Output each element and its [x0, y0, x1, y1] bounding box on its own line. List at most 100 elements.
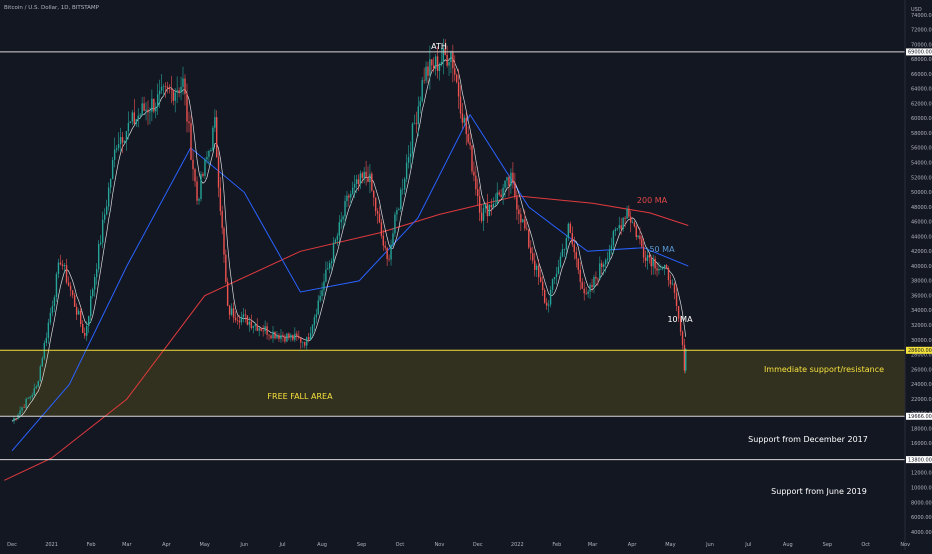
price-axis[interactable]: 74000.00 72000.00 70000.00 68000.00 66000.00… [906, 13, 932, 536]
time-axis[interactable]: Dec 2021 Feb Mar Apr May Jun Jul Aug Sep Oct Nov Dec… [7, 542, 910, 548]
candle [502, 183, 504, 205]
candle [294, 327, 296, 343]
price-tick-label: 64000.00 [911, 87, 932, 93]
candle [567, 222, 570, 241]
annotation-200-ma: 200 MA [637, 196, 668, 205]
candle [455, 73, 458, 84]
price-level-badge: 19666.00 [906, 412, 932, 420]
candle [434, 54, 437, 76]
candle [105, 199, 108, 216]
candle [252, 325, 254, 334]
candle [84, 327, 86, 339]
moving-average-50-ma [11, 113, 689, 452]
candle [380, 219, 383, 239]
candle [300, 336, 302, 349]
candle [402, 178, 404, 195]
time-tick-label: May [200, 542, 210, 548]
candle [45, 332, 48, 347]
candle [630, 211, 632, 233]
candle [90, 289, 92, 323]
candle [400, 187, 402, 213]
candle [663, 264, 666, 276]
candle [473, 161, 475, 182]
candle [49, 307, 52, 326]
candle [463, 114, 466, 126]
price-level-badge: 28600.00 [906, 346, 932, 354]
candle [309, 326, 312, 341]
time-tick-label: Sep [357, 542, 366, 548]
candle [164, 82, 167, 98]
candle [614, 226, 617, 236]
candle [541, 275, 544, 297]
candle [446, 45, 448, 68]
candle [338, 215, 340, 244]
candle [512, 162, 514, 189]
candle [683, 338, 686, 374]
candle [145, 102, 147, 121]
candle [288, 332, 290, 341]
candle [565, 235, 568, 259]
candle [500, 189, 502, 198]
svg-text:13800.00: 13800.00 [908, 457, 932, 463]
price-tick-label: 34000.00 [911, 308, 932, 314]
candle [137, 108, 139, 128]
candle [59, 254, 62, 266]
candle [206, 150, 208, 164]
candle [538, 259, 540, 285]
candle [673, 282, 676, 300]
candle [47, 318, 50, 344]
candle [57, 258, 60, 279]
price-tick-label: 32000.00 [911, 323, 932, 329]
candle [234, 311, 237, 323]
candle [367, 166, 369, 183]
candle [266, 322, 268, 340]
candle [350, 190, 352, 206]
candle [448, 58, 450, 76]
candle [633, 220, 636, 228]
candle [346, 191, 348, 208]
candle [238, 315, 241, 329]
candle [139, 113, 141, 120]
candle [278, 333, 280, 342]
candle [182, 66, 184, 95]
candle [129, 121, 132, 124]
candle [103, 208, 106, 224]
candle [475, 166, 477, 196]
candle [524, 209, 526, 232]
candle [660, 264, 662, 270]
candle [429, 45, 431, 90]
candle [438, 62, 441, 81]
annotation-support-2017: Support from December 2017 [748, 435, 868, 444]
candle [73, 292, 76, 307]
candle [559, 252, 562, 269]
candle [610, 237, 613, 255]
price-tick-label: 70000.00 [911, 42, 932, 48]
time-tick-label: Oct [861, 542, 870, 548]
candle [67, 276, 70, 287]
price-tick-label: 58000.00 [911, 131, 932, 137]
candle [357, 174, 360, 192]
time-tick-label: Aug [317, 542, 327, 548]
candle [198, 197, 200, 205]
price-tick-label: 8000.00 [911, 500, 932, 506]
candle [646, 247, 649, 270]
price-tick-label: 26000.00 [911, 367, 932, 373]
price-tick-label: 54000.00 [911, 161, 932, 167]
candle [679, 315, 682, 336]
candle [624, 215, 626, 228]
candle [520, 208, 522, 232]
candle [65, 258, 68, 285]
candle [33, 383, 35, 396]
candle [573, 236, 575, 260]
candle [307, 332, 310, 343]
candle [332, 237, 335, 264]
candle [492, 197, 495, 210]
candle [250, 314, 253, 330]
time-tick-label: Mar [122, 542, 132, 548]
candle [264, 320, 266, 335]
candle [178, 87, 180, 98]
price-tick-label: 72000.00 [911, 28, 932, 34]
